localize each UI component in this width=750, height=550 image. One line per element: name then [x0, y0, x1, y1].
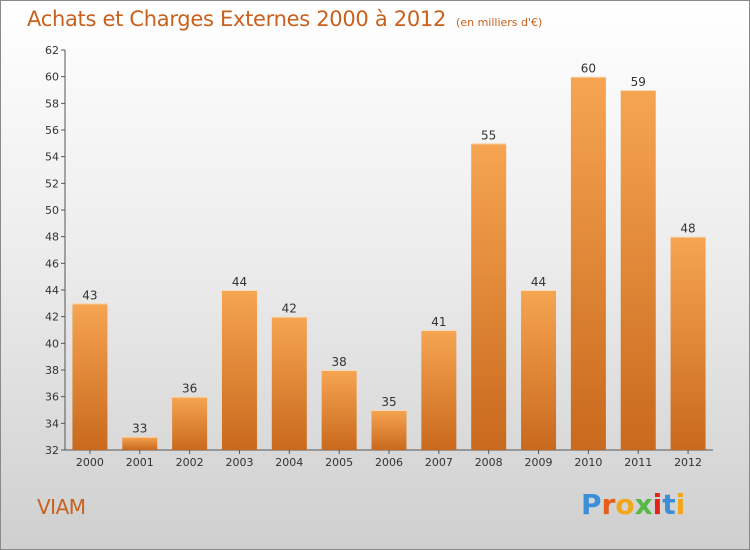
data-label: 33: [132, 422, 147, 436]
data-label: 59: [631, 75, 646, 89]
data-label: 38: [332, 355, 347, 369]
data-label: 36: [182, 382, 197, 396]
x-tick-label: 2000: [76, 456, 104, 469]
y-tick-label: 58: [45, 97, 59, 110]
bar: [221, 290, 257, 450]
y-tick-label: 62: [45, 44, 59, 57]
commune-name: VIAM: [37, 495, 86, 519]
y-tick-label: 42: [45, 311, 59, 324]
x-tick-label: 2002: [176, 456, 204, 469]
x-tick-label: 2008: [475, 456, 503, 469]
y-tick-label: 40: [45, 337, 59, 350]
bar: [122, 436, 158, 450]
x-tick-label: 2009: [525, 456, 553, 469]
y-tick-label: 50: [45, 204, 59, 217]
logo-letter: t: [662, 488, 676, 521]
y-tick-label: 48: [45, 231, 59, 244]
y-tick-label: 36: [45, 391, 59, 404]
bar: [271, 316, 307, 450]
data-label: 60: [581, 62, 596, 76]
bar: [72, 303, 108, 450]
bar: [620, 90, 656, 450]
bar: [570, 76, 606, 451]
data-label: 55: [481, 128, 496, 142]
logo-letter: i: [675, 488, 686, 521]
logo-letter: P: [581, 488, 602, 521]
data-label: 35: [381, 395, 396, 409]
data-label: 44: [531, 275, 546, 289]
bar: [421, 330, 457, 450]
data-label: 44: [232, 275, 247, 289]
bar: [670, 236, 706, 450]
x-tick-label: 2003: [225, 456, 253, 469]
logo-letter: o: [615, 488, 635, 521]
chart-data-labels: 43 33 36 44 42 38 35 41 55 44 60 59 48: [82, 62, 695, 436]
x-tick-label: 2004: [275, 456, 303, 469]
logo-letter: i: [652, 488, 663, 521]
y-tick-label: 56: [45, 124, 59, 137]
chart-bars: [72, 76, 706, 451]
data-label: 42: [282, 302, 297, 316]
logo-letter: x: [634, 488, 653, 521]
y-tick-label: 60: [45, 71, 59, 84]
chart-axes: 32 34 36 38 40 42 44 46 48 50 52 54 56 58 60 62 2000 2001…: [45, 44, 713, 469]
x-tick-label: 2006: [375, 456, 403, 469]
y-tick-label: 46: [45, 257, 59, 270]
bar: [172, 396, 208, 450]
x-tick-label: 2005: [325, 456, 353, 469]
y-tick-label: 54: [45, 151, 59, 164]
x-tick-label: 2001: [126, 456, 154, 469]
bar: [371, 410, 407, 450]
y-tick-label: 38: [45, 364, 59, 377]
chart-title: Achats et Charges Externes 2000 à 2012 (e…: [27, 7, 543, 31]
x-tick-label: 2010: [574, 456, 602, 469]
y-tick-label: 44: [45, 284, 59, 297]
data-label: 41: [431, 315, 446, 329]
x-tick-label: 2011: [624, 456, 652, 469]
y-tick-label: 34: [45, 417, 59, 430]
bar: [321, 370, 357, 450]
y-tick-label: 52: [45, 177, 59, 190]
x-tick-label: 2007: [425, 456, 453, 469]
chart-subtitle: (en milliers d'€): [456, 16, 543, 29]
data-label: 43: [82, 288, 97, 302]
bar: [521, 290, 557, 450]
proxiti-logo: Proxiti: [581, 488, 685, 521]
data-label: 48: [680, 222, 695, 236]
bar: [471, 143, 507, 451]
x-tick-label: 2012: [674, 456, 702, 469]
logo-letter: r: [601, 488, 616, 521]
y-tick-label: 32: [45, 444, 59, 457]
